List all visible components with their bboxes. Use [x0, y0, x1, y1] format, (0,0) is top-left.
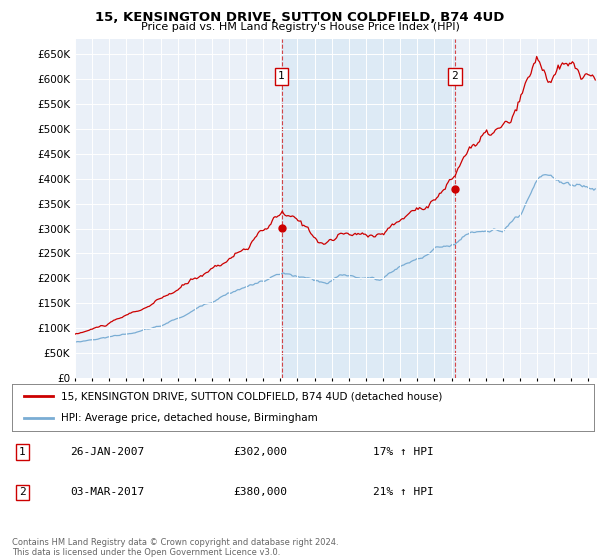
Text: HPI: Average price, detached house, Birmingham: HPI: Average price, detached house, Birm…: [61, 413, 318, 423]
Text: 2: 2: [452, 72, 458, 81]
Text: £302,000: £302,000: [233, 447, 287, 457]
Text: Contains HM Land Registry data © Crown copyright and database right 2024.
This d: Contains HM Land Registry data © Crown c…: [12, 538, 338, 557]
Text: 1: 1: [19, 447, 26, 457]
Text: 17% ↑ HPI: 17% ↑ HPI: [373, 447, 434, 457]
Text: 26-JAN-2007: 26-JAN-2007: [70, 447, 145, 457]
Text: 1: 1: [278, 72, 285, 81]
Text: Price paid vs. HM Land Registry's House Price Index (HPI): Price paid vs. HM Land Registry's House …: [140, 22, 460, 32]
Text: 03-MAR-2017: 03-MAR-2017: [70, 487, 145, 497]
Text: 15, KENSINGTON DRIVE, SUTTON COLDFIELD, B74 4UD (detached house): 15, KENSINGTON DRIVE, SUTTON COLDFIELD, …: [61, 391, 443, 402]
Text: £380,000: £380,000: [233, 487, 287, 497]
Bar: [281, 39, 455, 378]
Text: 21% ↑ HPI: 21% ↑ HPI: [373, 487, 434, 497]
Text: 2: 2: [19, 487, 26, 497]
Text: 15, KENSINGTON DRIVE, SUTTON COLDFIELD, B74 4UD: 15, KENSINGTON DRIVE, SUTTON COLDFIELD, …: [95, 11, 505, 24]
